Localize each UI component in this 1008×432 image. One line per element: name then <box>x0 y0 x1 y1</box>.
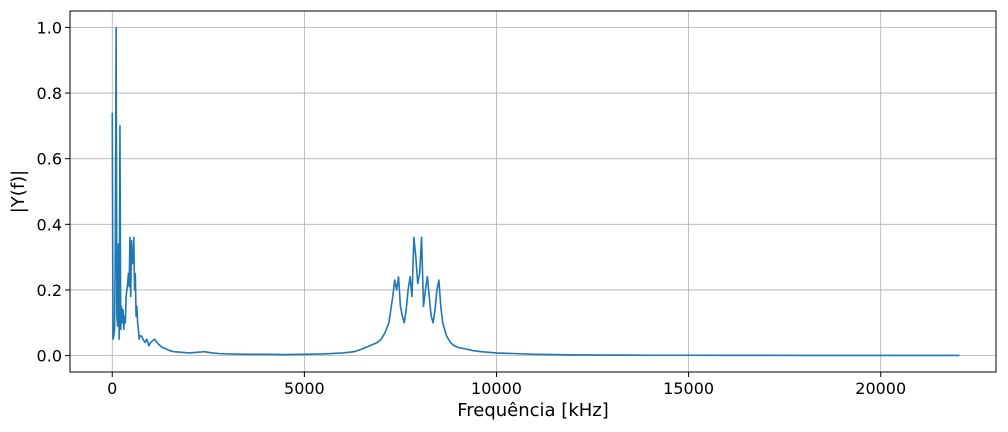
plot-frame <box>69 10 997 373</box>
tick-labels: 0 5000 10000 15000 20000 0.0 0.2 0.4 0.6 0.8 1.0 <box>37 18 907 398</box>
series <box>111 26 960 357</box>
series-line-0 <box>111 26 960 357</box>
x-axis-label: Frequência [kHz] <box>457 400 609 421</box>
y-axis-label: |Y(f)| <box>8 170 29 214</box>
grid <box>70 11 996 372</box>
x-tick-label: 10000 <box>471 379 522 398</box>
x-tick-label: 5000 <box>284 379 325 398</box>
x-tick-label: 15000 <box>663 379 714 398</box>
x-tick-label: 0 <box>107 379 117 398</box>
y-tick-label: 0.6 <box>37 150 62 169</box>
y-tick-label: 0.2 <box>37 281 62 300</box>
y-tick-label: 0.0 <box>37 347 62 366</box>
ticks <box>65 26 882 377</box>
x-tick-label: 20000 <box>855 379 906 398</box>
y-tick-label: 1.0 <box>37 18 62 37</box>
y-tick-label: 0.4 <box>37 215 62 234</box>
y-tick-label: 0.8 <box>37 84 62 103</box>
